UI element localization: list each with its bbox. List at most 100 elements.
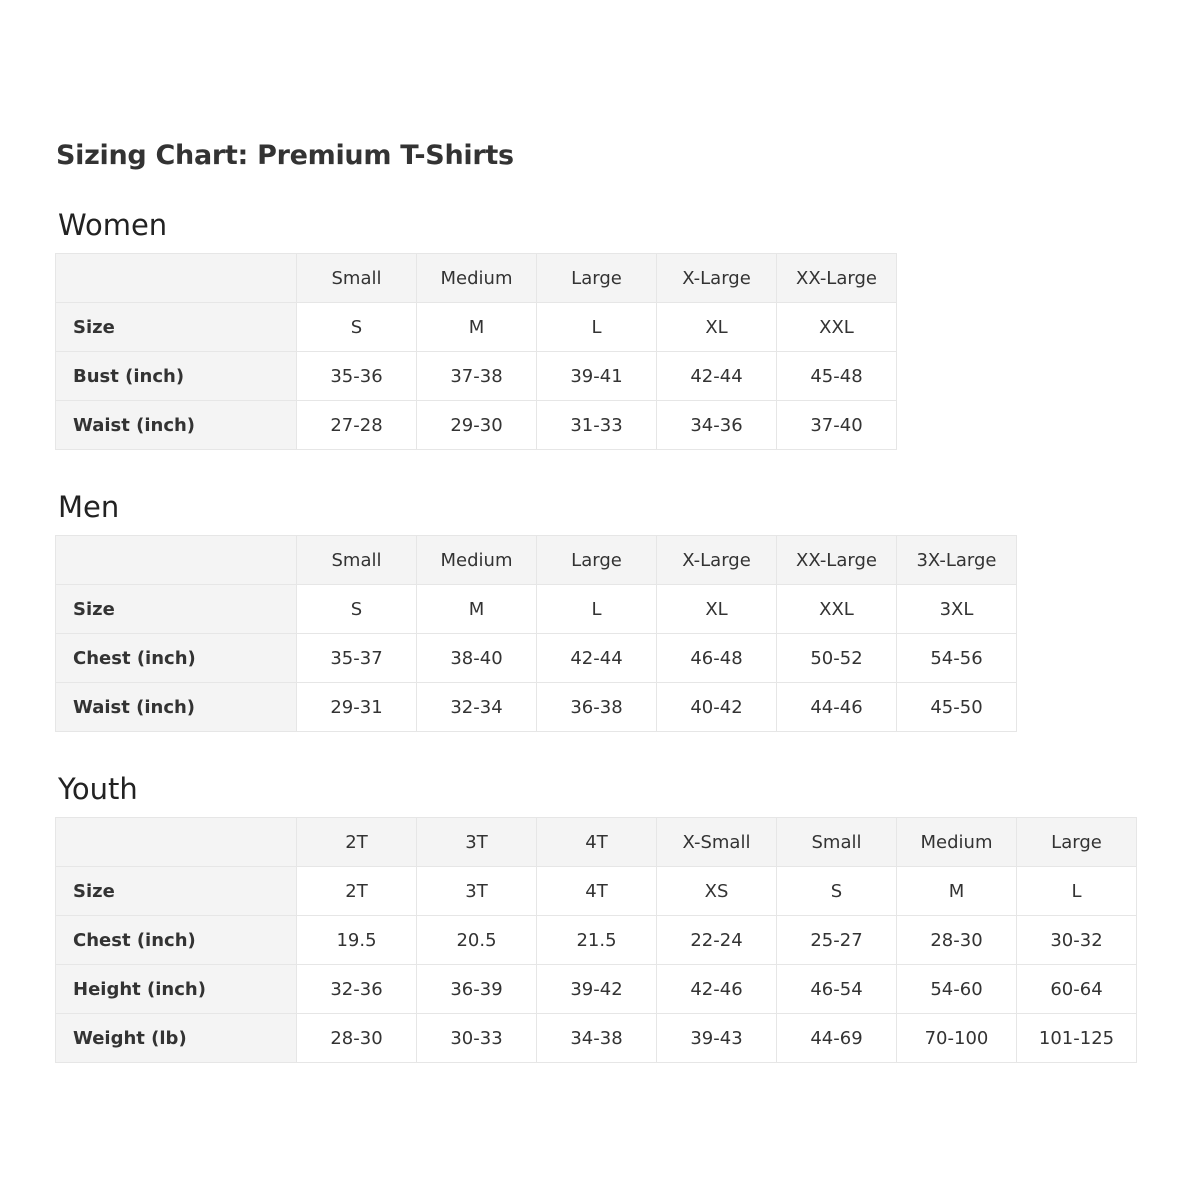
table-cell: XL bbox=[656, 584, 777, 634]
row-label: Waist (inch) bbox=[55, 682, 297, 732]
column-header: Large bbox=[536, 535, 657, 585]
section-title-youth: Youth bbox=[58, 772, 138, 806]
table-cell: L bbox=[1016, 866, 1137, 916]
table-cell: L bbox=[536, 302, 657, 352]
table-cell: S bbox=[776, 866, 897, 916]
table-cell: 39-42 bbox=[536, 964, 657, 1014]
table-row: Waist (inch) 27-28 29-30 31-33 34-36 37-40 bbox=[55, 400, 897, 450]
row-label: Chest (inch) bbox=[55, 915, 297, 965]
table-row: Waist (inch) 29-31 32-34 36-38 40-42 44-46 45-… bbox=[55, 682, 1017, 732]
table-cell: 4T bbox=[536, 866, 657, 916]
column-header: X-Large bbox=[656, 253, 777, 303]
column-header: XX-Large bbox=[776, 535, 897, 585]
size-table-men: Small Medium Large X-Large XX-Large 3X-Large S… bbox=[55, 535, 1017, 732]
table-cell: 39-43 bbox=[656, 1013, 777, 1063]
table-cell: 35-36 bbox=[296, 351, 417, 401]
table-cell: M bbox=[416, 584, 537, 634]
table-cell: 20.5 bbox=[416, 915, 537, 965]
table-cell: L bbox=[536, 584, 657, 634]
table-cell: 42-46 bbox=[656, 964, 777, 1014]
column-header: X-Large bbox=[656, 535, 777, 585]
table-header-row: Small Medium Large X-Large XX-Large bbox=[55, 253, 897, 303]
row-label: Waist (inch) bbox=[55, 400, 297, 450]
table-cell: 32-34 bbox=[416, 682, 537, 732]
table-cell: 29-31 bbox=[296, 682, 417, 732]
row-label: Chest (inch) bbox=[55, 633, 297, 683]
row-label: Height (inch) bbox=[55, 964, 297, 1014]
table-row: Bust (inch) 35-36 37-38 39-41 42-44 45-48 bbox=[55, 351, 897, 401]
table-row: Size S M L XL XXL bbox=[55, 302, 897, 352]
size-table-youth: 2T 3T 4T X-Small Small Medium Large Size 2T 3T 4T X… bbox=[55, 817, 1137, 1063]
table-row: Size 2T 3T 4T XS S M L bbox=[55, 866, 1137, 916]
size-table-women: Small Medium Large X-Large XX-Large Size S M L XL… bbox=[55, 253, 897, 450]
table-cell: 22-24 bbox=[656, 915, 777, 965]
table-cell: 3T bbox=[416, 866, 537, 916]
table-cell: 37-40 bbox=[776, 400, 897, 450]
section-title-men: Men bbox=[58, 490, 120, 524]
column-header: 4T bbox=[536, 817, 657, 867]
column-header: Large bbox=[536, 253, 657, 303]
row-label: Weight (lb) bbox=[55, 1013, 297, 1063]
table-cell: M bbox=[896, 866, 1017, 916]
table-cell: 31-33 bbox=[536, 400, 657, 450]
table-cell: 42-44 bbox=[656, 351, 777, 401]
table-cell: 36-39 bbox=[416, 964, 537, 1014]
table-cell: 21.5 bbox=[536, 915, 657, 965]
table-cell: 45-50 bbox=[896, 682, 1017, 732]
table-cell: 25-27 bbox=[776, 915, 897, 965]
header-corner-cell bbox=[55, 535, 297, 585]
header-corner-cell bbox=[55, 817, 297, 867]
table-row: Weight (lb) 28-30 30-33 34-38 39-43 44-69 70-1… bbox=[55, 1013, 1137, 1063]
table-cell: 39-41 bbox=[536, 351, 657, 401]
table-cell: XXL bbox=[776, 584, 897, 634]
table-cell: S bbox=[296, 584, 417, 634]
column-header: 2T bbox=[296, 817, 417, 867]
table-cell: 45-48 bbox=[776, 351, 897, 401]
column-header: Medium bbox=[416, 535, 537, 585]
column-header: X-Small bbox=[656, 817, 777, 867]
header-corner-cell bbox=[55, 253, 297, 303]
table-cell: 38-40 bbox=[416, 633, 537, 683]
table-cell: 40-42 bbox=[656, 682, 777, 732]
table-cell: 42-44 bbox=[536, 633, 657, 683]
table-cell: 32-36 bbox=[296, 964, 417, 1014]
table-cell: 101-125 bbox=[1016, 1013, 1137, 1063]
table-cell: 54-56 bbox=[896, 633, 1017, 683]
row-label: Bust (inch) bbox=[55, 351, 297, 401]
table-cell: 34-38 bbox=[536, 1013, 657, 1063]
table-cell: M bbox=[416, 302, 537, 352]
table-cell: 50-52 bbox=[776, 633, 897, 683]
page-title: Sizing Chart: Premium T-Shirts bbox=[56, 140, 514, 171]
table-cell: XXL bbox=[776, 302, 897, 352]
column-header: Small bbox=[776, 817, 897, 867]
table-cell: 36-38 bbox=[536, 682, 657, 732]
column-header: XX-Large bbox=[776, 253, 897, 303]
table-cell: 46-54 bbox=[776, 964, 897, 1014]
row-label: Size bbox=[55, 302, 297, 352]
column-header: Medium bbox=[416, 253, 537, 303]
row-label: Size bbox=[55, 584, 297, 634]
table-cell: 28-30 bbox=[296, 1013, 417, 1063]
table-cell: 44-46 bbox=[776, 682, 897, 732]
table-cell: 2T bbox=[296, 866, 417, 916]
table-row: Chest (inch) 35-37 38-40 42-44 46-48 50-52 54-… bbox=[55, 633, 1017, 683]
table-cell: 19.5 bbox=[296, 915, 417, 965]
row-label: Size bbox=[55, 866, 297, 916]
column-header: Medium bbox=[896, 817, 1017, 867]
table-header-row: Small Medium Large X-Large XX-Large 3X-Large bbox=[55, 535, 1017, 585]
table-cell: 70-100 bbox=[896, 1013, 1017, 1063]
column-header: 3X-Large bbox=[896, 535, 1017, 585]
table-cell: S bbox=[296, 302, 417, 352]
table-cell: 27-28 bbox=[296, 400, 417, 450]
table-cell: 46-48 bbox=[656, 633, 777, 683]
column-header: Small bbox=[296, 535, 417, 585]
table-header-row: 2T 3T 4T X-Small Small Medium Large bbox=[55, 817, 1137, 867]
table-cell: 30-33 bbox=[416, 1013, 537, 1063]
table-row: Size S M L XL XXL 3XL bbox=[55, 584, 1017, 634]
column-header: Small bbox=[296, 253, 417, 303]
table-cell: 3XL bbox=[896, 584, 1017, 634]
table-cell: XL bbox=[656, 302, 777, 352]
table-row: Height (inch) 32-36 36-39 39-42 42-46 46-54 54… bbox=[55, 964, 1137, 1014]
table-cell: 29-30 bbox=[416, 400, 537, 450]
table-cell: 30-32 bbox=[1016, 915, 1137, 965]
